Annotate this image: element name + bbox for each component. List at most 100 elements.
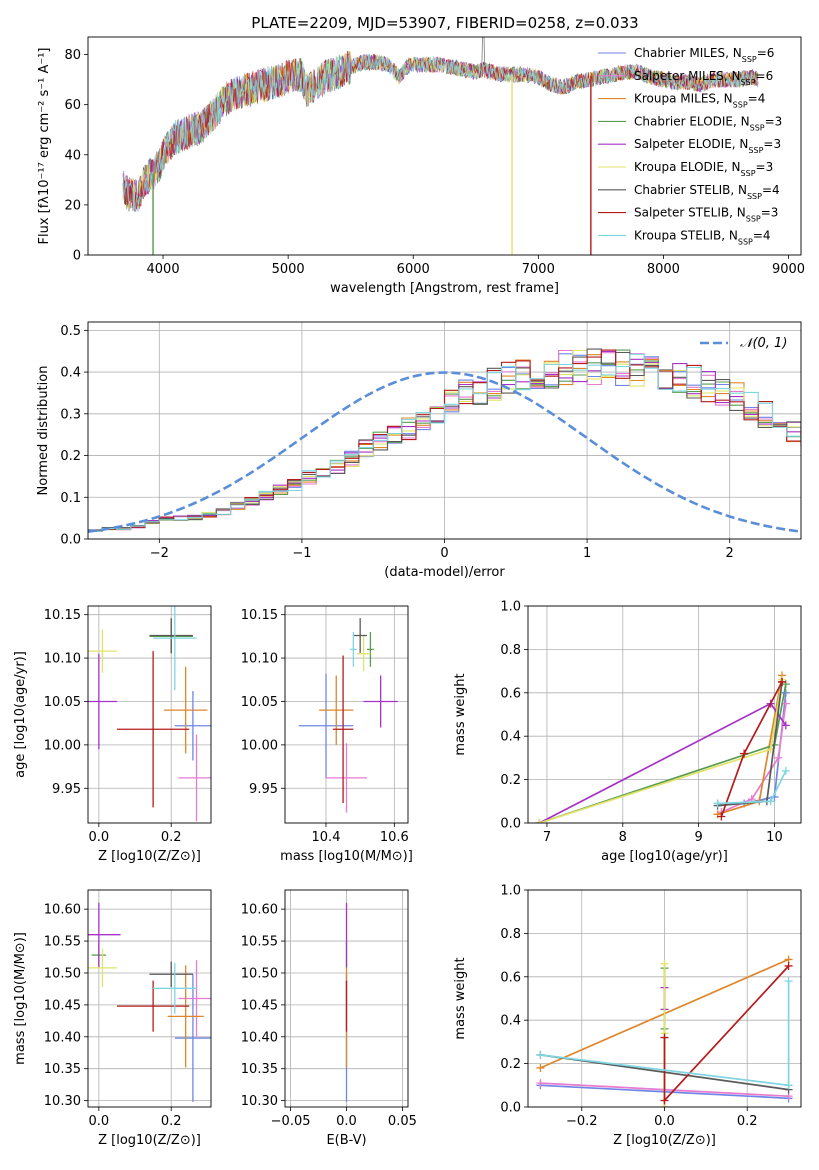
x-axis-label: E(B-V) [326,1133,366,1148]
x-tick-label: −0.05 [271,1114,311,1129]
histogram-kroupa-elodie [88,349,801,531]
y-tick-label: 10.15 [241,608,278,623]
chart-age_vs_Z: 0.0 0.2 9.95 10.00 10.05 10.10 10.15 Z [log10(Z… [13,605,212,864]
y-tick-label: 0.6 [500,970,521,985]
y-tick-label: 0.0 [500,817,521,832]
x-tick-label: 0.2 [161,1114,182,1129]
chart-weight_vs_age: 7 8 9 10 0.0 0.2 0.4 0.6 0.8 1.0 age [log10(age/yr… [453,600,802,864]
x-tick-label: 7000 [522,262,555,277]
legend-label: Kroupa ELODIE, NSSP=3 [634,160,773,178]
y-tick-label: 10.30 [44,1094,81,1109]
y-tick-label: 10.10 [44,652,81,667]
y-tick-label: 9.95 [249,782,278,797]
weight-marker [781,721,790,730]
plot-area-weight_vs_age [535,671,790,823]
y-tick-label: 10.50 [241,966,278,981]
x-tick-label: 0.2 [161,830,182,845]
chart-residuals: −2 −1 0 1 2 0.0 0.1 0.2 0.3 0.4 0.5 (data-model)/er… [36,321,802,580]
y-tick-label: 10.00 [241,738,278,753]
y-tick-label: 0.2 [500,1057,521,1072]
residuals-legend: 𝒩(0, 1) [700,336,787,351]
chart-mass_vs_Z: 0.0 0.2 10.30 10.35 10.40 10.45 10.50 10.55 10.6… [13,889,212,1148]
y-tick-label: 40 [64,148,81,163]
weight-marker [536,1050,545,1059]
weight-marker [781,766,790,775]
x-tick-label: 0.2 [737,1114,758,1129]
axes-layer: 4000 5000 6000 7000 8000 9000020406080wavelen… [13,36,805,1148]
y-tick-label: 0.3 [60,407,81,422]
histogram-kroupa-stelib [88,353,801,532]
x-tick-label: 0.0 [89,1114,110,1129]
histogram-salpeter-miles [88,349,801,532]
y-tick-label: 0.2 [500,773,521,788]
y-tick-label: 0.2 [60,449,81,464]
x-tick-label: 5000 [272,262,305,277]
legend-label: Chabrier STELIB, NSSP=4 [634,183,780,201]
y-tick-label: 0 [73,249,81,264]
y-tick-label: 10.30 [241,1094,278,1109]
y-tick-label: 10.45 [241,998,278,1013]
x-tick-label: 8 [619,830,627,845]
y-tick-label: 0.1 [60,491,81,506]
histogram-salpeter-stelib [88,349,801,533]
weight-marker [784,1081,793,1090]
axes-frame [87,321,802,540]
y-tick-label: 10.60 [241,903,278,918]
normal-reference-curve [88,371,801,533]
weight-marker [781,699,790,708]
x-tick-label: 1 [583,546,591,561]
x-tick-label: 0.0 [336,1114,357,1129]
x-axis-label: age [log10(age/yr)] [601,849,728,864]
x-tick-label: 10.4 [312,830,341,845]
y-tick-label: 0.6 [500,686,521,701]
y-tick-label: 10.10 [241,652,278,667]
y-tick-label: 10.00 [44,738,81,753]
histogram-chabrier-elodie [88,349,801,532]
x-tick-label: 0.0 [654,1114,675,1129]
x-tick-label: 0.0 [89,830,110,845]
y-tick-label: 80 [64,48,81,63]
figure-title: PLATE=2209, MJD=53907, FIBERID=0258, z=0… [251,14,638,32]
weight-marker [784,961,793,970]
y-tick-label: 9.95 [52,782,81,797]
weight-marker [784,977,793,986]
weight-marker [774,753,783,762]
y-tick-label: 10.35 [44,1062,81,1077]
x-tick-label: 7 [543,830,551,845]
y-tick-label: 10.15 [44,608,81,623]
y-tick-label: 0.4 [500,1014,521,1029]
histogram-salpeter-elodie [88,350,801,531]
weight-marker [713,799,722,808]
weight-line-salpeter-miles [721,703,787,813]
x-axis-label: Z [log10(Z/Z⊙)] [98,849,201,864]
axes-frame [527,605,802,824]
chart-weight_vs_Z: −0.2 0.0 0.2 0.0 0.2 0.4 0.6 0.8 1.0 Z [log10(Z/Z… [453,884,802,1148]
x-tick-label: 6000 [397,262,430,277]
axes-frame [284,889,409,1108]
legend-label: Kroupa STELIB, NSSP=4 [634,228,771,246]
y-tick-label: 1.0 [500,884,521,899]
weight-marker [781,688,790,697]
weight-marker [740,749,749,758]
weight-marker [660,1096,669,1105]
legend-label: Chabrier ELODIE, NSSP=3 [634,114,782,131]
weight-marker [717,812,726,821]
y-axis-label: Flux [fλ10⁻¹⁷ erg cm⁻² s⁻¹ A⁻¹] [37,48,52,245]
x-tick-label: 9 [694,830,702,845]
chart-age_vs_mass: 10.4 10.6 9.95 10.00 10.05 10.10 10.15 mass [lo… [241,605,413,864]
y-tick-label: 10.40 [44,1030,81,1045]
y-tick-label: 10.55 [44,935,81,950]
x-axis-label: mass [log10(M/M⊙)] [280,849,413,864]
x-tick-label: 4000 [147,262,180,277]
x-axis-label: Z [log10(Z/Z⊙)] [613,1133,716,1148]
axes-frame [87,36,802,256]
y-tick-label: 0.4 [500,730,521,745]
plot-area-mass_vs_Z [88,902,211,1102]
x-tick-label: −0.2 [566,1114,598,1129]
x-tick-label: 0 [440,546,448,561]
x-axis-label: Z [log10(Z/Z⊙)] [98,1133,201,1148]
y-tick-label: 10.35 [241,1062,278,1077]
y-tick-label: 60 [64,98,81,113]
spectrum-legend: Chabrier MILES, NSSP=6 Salpeter MILES, NS… [598,46,782,246]
y-tick-label: 10.60 [44,903,81,918]
